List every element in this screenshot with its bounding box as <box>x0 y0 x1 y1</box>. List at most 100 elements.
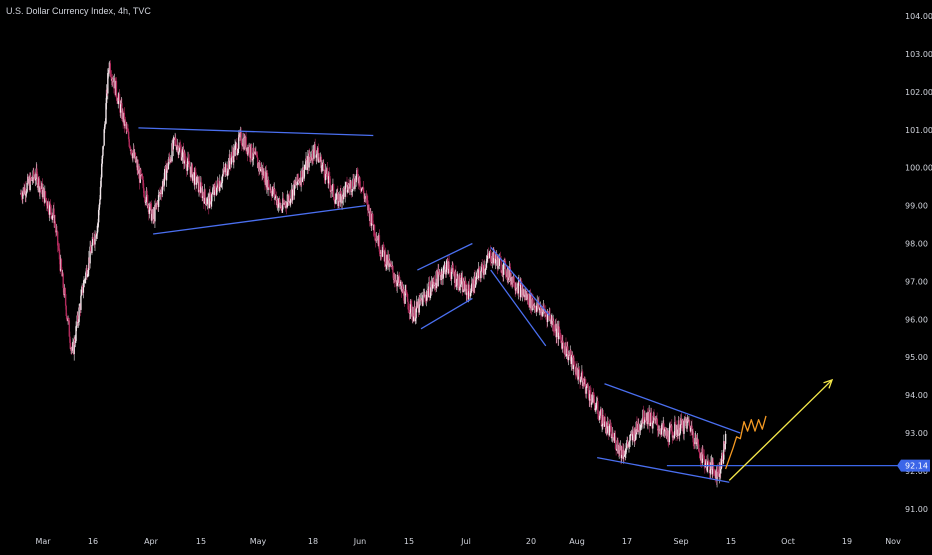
candle-body <box>395 279 397 284</box>
candle-body <box>475 275 478 278</box>
candle-body <box>66 316 68 318</box>
candle <box>365 190 368 205</box>
candle-body <box>96 233 98 236</box>
candle-body <box>430 287 432 296</box>
candle-body <box>388 260 390 267</box>
candle-body <box>184 152 186 160</box>
candle-body <box>478 268 480 270</box>
candle-body <box>625 446 628 449</box>
candle <box>496 251 498 262</box>
candle-body <box>355 176 357 183</box>
candle <box>45 197 48 212</box>
candle <box>241 138 243 152</box>
candle-body <box>660 428 663 435</box>
candle-body <box>550 319 552 324</box>
candle <box>78 303 80 326</box>
candle-body <box>440 274 442 281</box>
candle-body <box>293 180 296 196</box>
candle-body <box>490 250 492 262</box>
candle-body <box>593 394 595 404</box>
candle-body <box>308 153 310 168</box>
candle <box>91 232 94 247</box>
candle <box>517 277 519 300</box>
candle-body <box>607 423 609 427</box>
candle <box>342 186 345 206</box>
candle-body <box>36 173 39 188</box>
falling-wedge-bottom <box>597 456 730 483</box>
candle-body <box>107 73 109 94</box>
candle-body <box>574 366 576 372</box>
candle-body <box>455 285 458 287</box>
candle-body <box>468 284 471 292</box>
candle-body <box>171 143 173 162</box>
candle-body <box>93 238 95 244</box>
candle-body <box>89 246 91 264</box>
candle <box>585 383 587 399</box>
candle-body <box>701 448 704 464</box>
candle <box>42 184 44 199</box>
candle-body <box>301 177 304 182</box>
candle-body <box>146 195 149 208</box>
candle <box>269 185 271 197</box>
candle-body <box>190 166 192 178</box>
candle-body <box>179 147 182 149</box>
candle-body <box>314 144 316 152</box>
candle-body <box>376 238 378 241</box>
candle-body <box>250 144 253 159</box>
candle-body <box>39 186 41 193</box>
candle-body <box>95 235 97 239</box>
candle <box>498 253 501 270</box>
candle-body <box>217 180 219 184</box>
candle-body <box>181 157 183 161</box>
candle-body <box>327 173 330 184</box>
candle-body <box>627 441 629 445</box>
candle-body <box>62 273 64 288</box>
candle <box>301 176 304 183</box>
candle <box>687 417 690 423</box>
candle-body <box>656 418 658 425</box>
candle-body <box>216 187 218 195</box>
candle <box>329 178 332 198</box>
candle-body <box>652 415 655 423</box>
candle <box>39 180 42 192</box>
candle-body <box>50 212 53 219</box>
candle <box>502 260 505 282</box>
candle-body <box>44 191 47 199</box>
candle <box>406 292 409 303</box>
candle <box>683 418 685 441</box>
candle <box>168 153 170 166</box>
candle <box>126 123 129 132</box>
x-tick-label: 18 <box>308 537 318 546</box>
candle <box>663 420 665 438</box>
candle-body <box>636 421 638 430</box>
x-axis[interactable]: Mar 16 Apr 15 May 18 Jun 15 Jul 20 Aug 17 Sep 15 Oct 19… <box>35 537 901 546</box>
candle <box>438 264 440 275</box>
candle-body <box>378 235 381 252</box>
candle-body <box>206 198 209 204</box>
candle-body <box>682 420 684 432</box>
candle-body <box>578 369 581 377</box>
y-axis[interactable]: 104.00 103.00 102.00 101.00 100.00 99.00 98.00… <box>897 12 932 514</box>
candle-body <box>429 295 431 298</box>
candle-body <box>306 160 308 171</box>
candle <box>713 469 716 477</box>
falling-channel-bottom <box>490 269 547 347</box>
candle-body <box>408 309 410 311</box>
candle-body <box>442 274 444 280</box>
candle-body <box>455 271 457 287</box>
candle-body <box>638 423 640 432</box>
candle <box>483 259 486 275</box>
candle <box>474 269 476 294</box>
candle-body <box>598 415 601 420</box>
candle-body <box>240 131 242 144</box>
candle <box>227 170 229 180</box>
candle-body <box>351 189 354 192</box>
candle-body <box>186 164 189 171</box>
candle-body <box>143 196 146 198</box>
candle-body <box>538 308 541 311</box>
candle <box>270 186 272 195</box>
candle <box>567 350 570 366</box>
candle <box>85 271 87 284</box>
